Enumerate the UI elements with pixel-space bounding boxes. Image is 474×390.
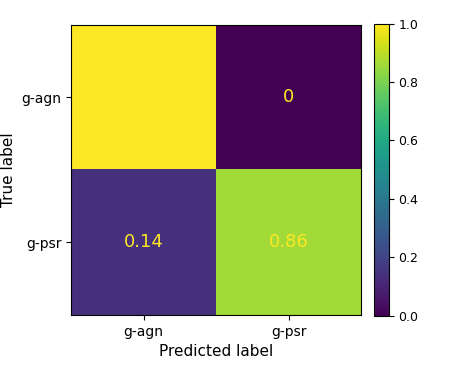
Text: 0: 0 xyxy=(283,88,294,106)
Text: 0.14: 0.14 xyxy=(124,233,164,251)
Text: 0.86: 0.86 xyxy=(269,233,309,251)
Text: 1: 1 xyxy=(138,88,149,106)
X-axis label: Predicted label: Predicted label xyxy=(159,344,273,359)
Y-axis label: True label: True label xyxy=(1,132,16,207)
